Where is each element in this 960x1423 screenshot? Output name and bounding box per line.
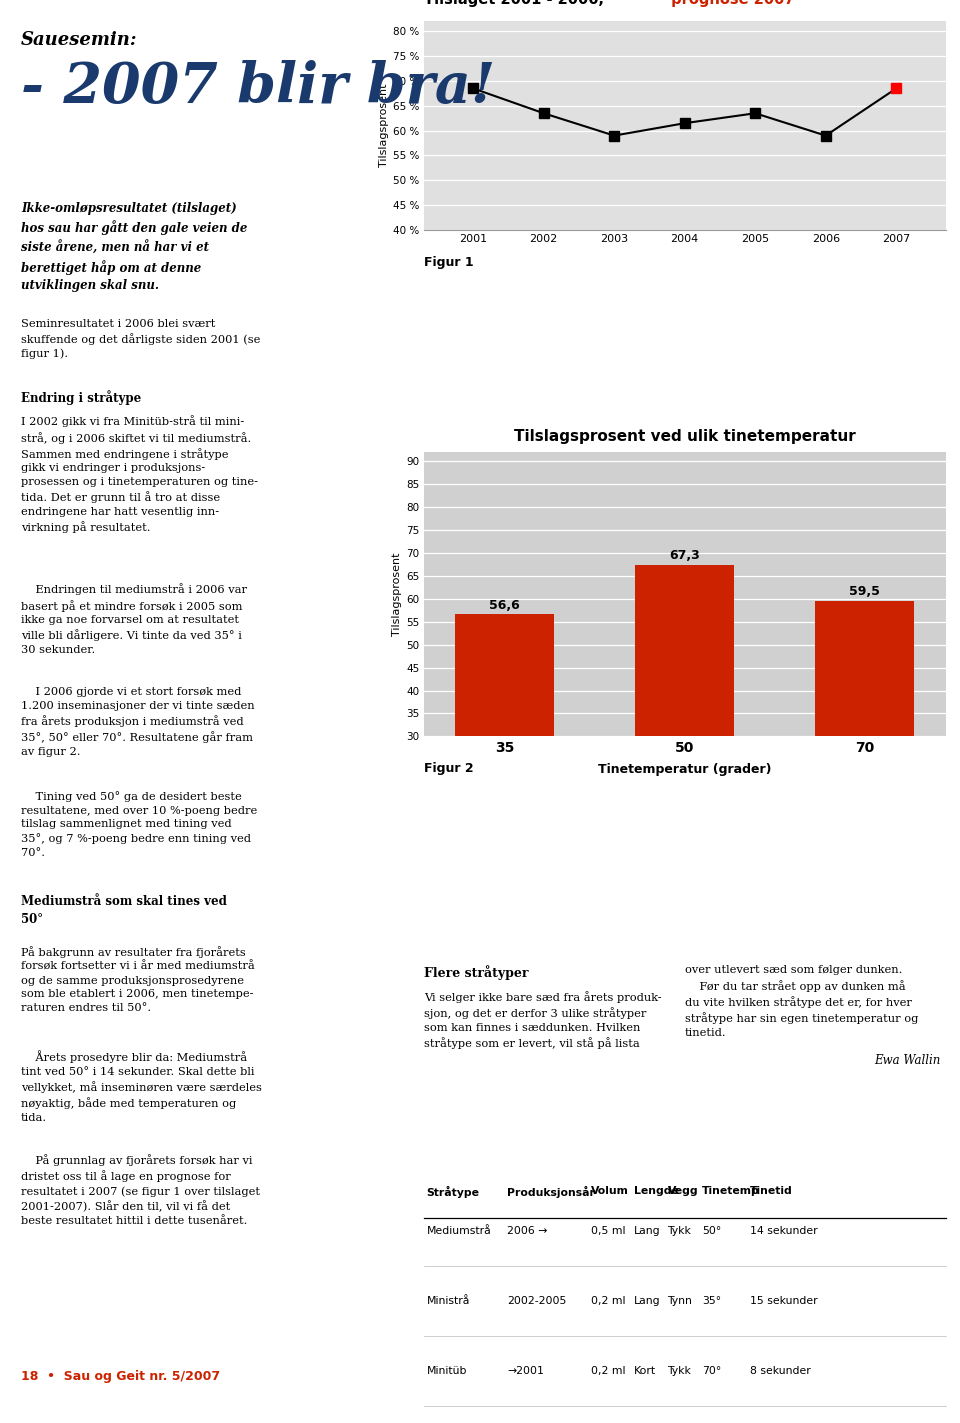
Text: Lang: Lang: [635, 1227, 660, 1237]
Text: Flere stråtyper: Flere stråtyper: [424, 965, 528, 980]
Text: Ikke-omløpsresultatet (tilslaget)
hos sau har gått den gale veien de
siste årene: Ikke-omløpsresultatet (tilslaget) hos sa…: [21, 202, 248, 292]
Text: På grunnlag av fjorårets forsøk har vi
dristet oss til å lage en prognose for
re: På grunnlag av fjorårets forsøk har vi d…: [21, 1154, 260, 1227]
Text: 8 sekunder: 8 sekunder: [750, 1366, 810, 1376]
Text: Endring i stråtype: Endring i stråtype: [21, 390, 141, 404]
Text: Figur 2: Figur 2: [424, 761, 473, 776]
Bar: [636, 565, 734, 874]
Text: Minitüb: Minitüb: [426, 1366, 467, 1376]
Text: - 2007 blir bra!: - 2007 blir bra!: [21, 60, 495, 115]
Text: Vegg: Vegg: [667, 1187, 698, 1197]
Text: Lengde: Lengde: [635, 1187, 679, 1197]
Text: 0,2 ml: 0,2 ml: [590, 1296, 625, 1306]
X-axis label: Tinetemperatur (grader): Tinetemperatur (grader): [598, 763, 772, 776]
Text: Tilslaget 2001 - 2006,: Tilslaget 2001 - 2006,: [424, 0, 604, 7]
Text: Volum: Volum: [590, 1187, 629, 1197]
Text: Tinetid: Tinetid: [750, 1187, 793, 1197]
Text: 2006 →: 2006 →: [507, 1227, 548, 1237]
Text: 0,2 ml: 0,2 ml: [590, 1366, 625, 1376]
Text: Tykk: Tykk: [667, 1227, 691, 1237]
Text: Mediumstrå: Mediumstrå: [426, 1227, 492, 1237]
Text: 18  •  Sau og Geit nr. 5/2007: 18 • Sau og Geit nr. 5/2007: [21, 1370, 220, 1383]
Text: Mediumstrå som skal tines ved
50°: Mediumstrå som skal tines ved 50°: [21, 895, 227, 925]
Text: I 2006 gjorde vi et stort forsøk med
1.200 inseminasjoner der vi tinte sæden
fra: I 2006 gjorde vi et stort forsøk med 1.2…: [21, 687, 254, 757]
Text: 14 sekunder: 14 sekunder: [750, 1227, 818, 1237]
Text: prognose 2007: prognose 2007: [666, 0, 795, 7]
Text: Årets prosedyre blir da: Mediumstrå
tint ved 50° i 14 sekunder. Skal dette bli
v: Årets prosedyre blir da: Mediumstrå tint…: [21, 1050, 262, 1123]
Text: Ewa Wallin: Ewa Wallin: [875, 1053, 941, 1067]
Bar: [815, 601, 914, 874]
Text: Tinetemp: Tinetemp: [702, 1187, 759, 1197]
Text: Vi selger ikke bare sæd fra årets produk-
sjon, og det er derfor 3 ulike stråtyp: Vi selger ikke bare sæd fra årets produk…: [424, 990, 661, 1049]
Y-axis label: Tilslagsprosent: Tilslagsprosent: [379, 84, 389, 168]
Text: 2002-2005: 2002-2005: [507, 1296, 566, 1306]
Text: 59,5: 59,5: [850, 585, 880, 598]
Y-axis label: Tilslagsprosent: Tilslagsprosent: [393, 552, 402, 636]
Text: I 2002 gikk vi fra Minitüb-strå til mini-
strå, og i 2006 skiftet vi til mediums: I 2002 gikk vi fra Minitüb-strå til mini…: [21, 416, 258, 534]
Text: På bakgrunn av resultater fra fjorårets
forsøk fortsetter vi i år med mediumstrå: På bakgrunn av resultater fra fjorårets …: [21, 946, 254, 1013]
Text: 15 sekunder: 15 sekunder: [750, 1296, 818, 1306]
Title: Tilslagsprosent ved ulik tinetemperatur: Tilslagsprosent ved ulik tinetemperatur: [514, 428, 855, 444]
Text: 67,3: 67,3: [669, 549, 700, 562]
Text: Endringen til mediumstrå i 2006 var
basert på et mindre forsøk i 2005 som
ikke g: Endringen til mediumstrå i 2006 var base…: [21, 583, 247, 655]
Text: 70°: 70°: [702, 1366, 721, 1376]
Text: Produksjonsår: Produksjonsår: [507, 1187, 595, 1198]
Text: →2001: →2001: [507, 1366, 544, 1376]
Text: Tykk: Tykk: [667, 1366, 691, 1376]
Text: Kort: Kort: [635, 1366, 657, 1376]
Text: Seminresultatet i 2006 blei svært
skuffende og det dårligste siden 2001 (se
figu: Seminresultatet i 2006 blei svært skuffe…: [21, 319, 260, 360]
Text: 50°: 50°: [702, 1227, 721, 1237]
Text: Tynn: Tynn: [667, 1296, 692, 1306]
Text: Lang: Lang: [635, 1296, 660, 1306]
Text: Stråtype: Stråtype: [426, 1187, 479, 1198]
Bar: [455, 615, 554, 874]
Text: Ministrå: Ministrå: [426, 1296, 469, 1306]
Text: Figur 1: Figur 1: [424, 256, 473, 269]
Text: Tining ved 50° ga de desidert beste
resultatene, med over 10 %-poeng bedre
tilsl: Tining ved 50° ga de desidert beste resu…: [21, 791, 257, 858]
Text: over utlevert sæd som følger dunken.
    Før du tar strået opp av dunken må
du v: over utlevert sæd som følger dunken. Før…: [684, 965, 918, 1037]
Text: Sauesemin:: Sauesemin:: [21, 31, 137, 50]
Text: 0,5 ml: 0,5 ml: [590, 1227, 625, 1237]
Text: 35°: 35°: [702, 1296, 721, 1306]
Text: 56,6: 56,6: [490, 599, 520, 612]
